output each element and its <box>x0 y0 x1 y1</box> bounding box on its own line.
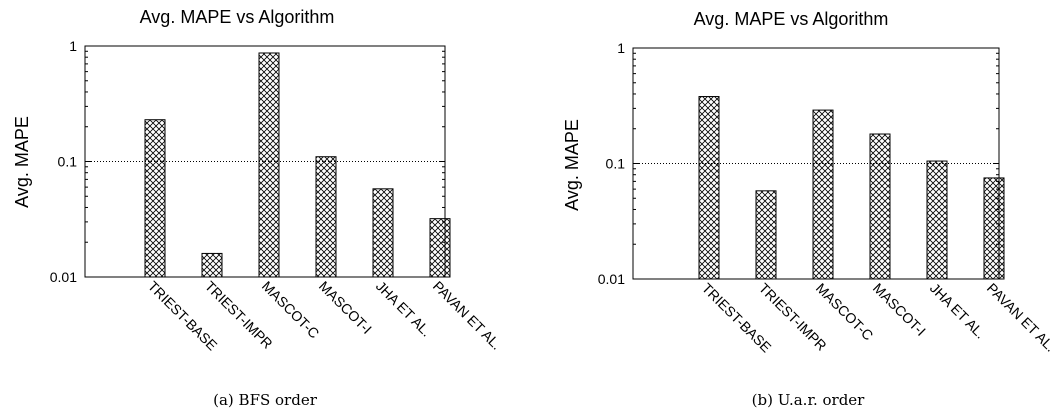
bar-mascot-c <box>258 52 280 278</box>
y-tick-label: 1 <box>69 38 77 54</box>
bar-triest-base <box>698 96 720 280</box>
x-tick-label: PAVAN ET AL. <box>984 280 1052 355</box>
chart-b-caption: (b) U.a.r. order <box>752 391 866 409</box>
chart-a: Avg. MAPE vs Algorithm Avg. MAPE 0.01 0.1… <box>12 7 505 409</box>
x-tick-label: JHA ET AL. <box>927 280 989 342</box>
y-tick-label: 0.1 <box>606 156 626 172</box>
x-tick-label: MASCOT-I <box>316 278 375 337</box>
y-tick-label: 1 <box>617 40 625 56</box>
chart-a-caption: (a) BFS order <box>213 391 318 409</box>
y-tick-label: 0.01 <box>50 269 77 285</box>
x-tick-label: MASCOT-I <box>870 280 929 339</box>
x-tick-label: JHA ET AL. <box>373 278 435 340</box>
y-tick-label: 0.1 <box>58 154 78 170</box>
bar-mascot-i <box>869 133 891 280</box>
bar-pavan-et-al <box>983 177 1005 280</box>
chart-a-xticks: TRIEST-BASETRIEST-IMPRMASCOT-CMASCOT-IJH… <box>145 278 505 354</box>
bar-triest-impr <box>201 252 223 278</box>
chart-a-title: Avg. MAPE vs Algorithm <box>140 7 335 27</box>
chart-b-title: Avg. MAPE vs Algorithm <box>694 9 889 29</box>
bar-mascot-i <box>315 156 337 278</box>
bar-jha-et-al <box>926 160 948 280</box>
chart-a-bars <box>144 52 451 278</box>
y-tick-label: 0.01 <box>598 271 625 287</box>
chart-b: Avg. MAPE vs Algorithm Avg. MAPE 0.01 0.1… <box>562 9 1052 409</box>
x-tick-label: PAVAN ET AL. <box>430 278 505 353</box>
bar-triest-base <box>144 119 166 278</box>
chart-b-bars <box>698 96 1005 280</box>
bar-mascot-c <box>812 109 834 280</box>
bar-jha-et-al <box>372 188 394 278</box>
bar-pavan-et-al <box>429 218 451 278</box>
chart-a-ylabel: Avg. MAPE <box>12 116 32 208</box>
bar-triest-impr <box>755 190 777 280</box>
chart-b-ylabel: Avg. MAPE <box>562 119 582 211</box>
chart-b-xticks: TRIEST-BASETRIEST-IMPRMASCOT-CMASCOT-IJH… <box>699 280 1052 356</box>
